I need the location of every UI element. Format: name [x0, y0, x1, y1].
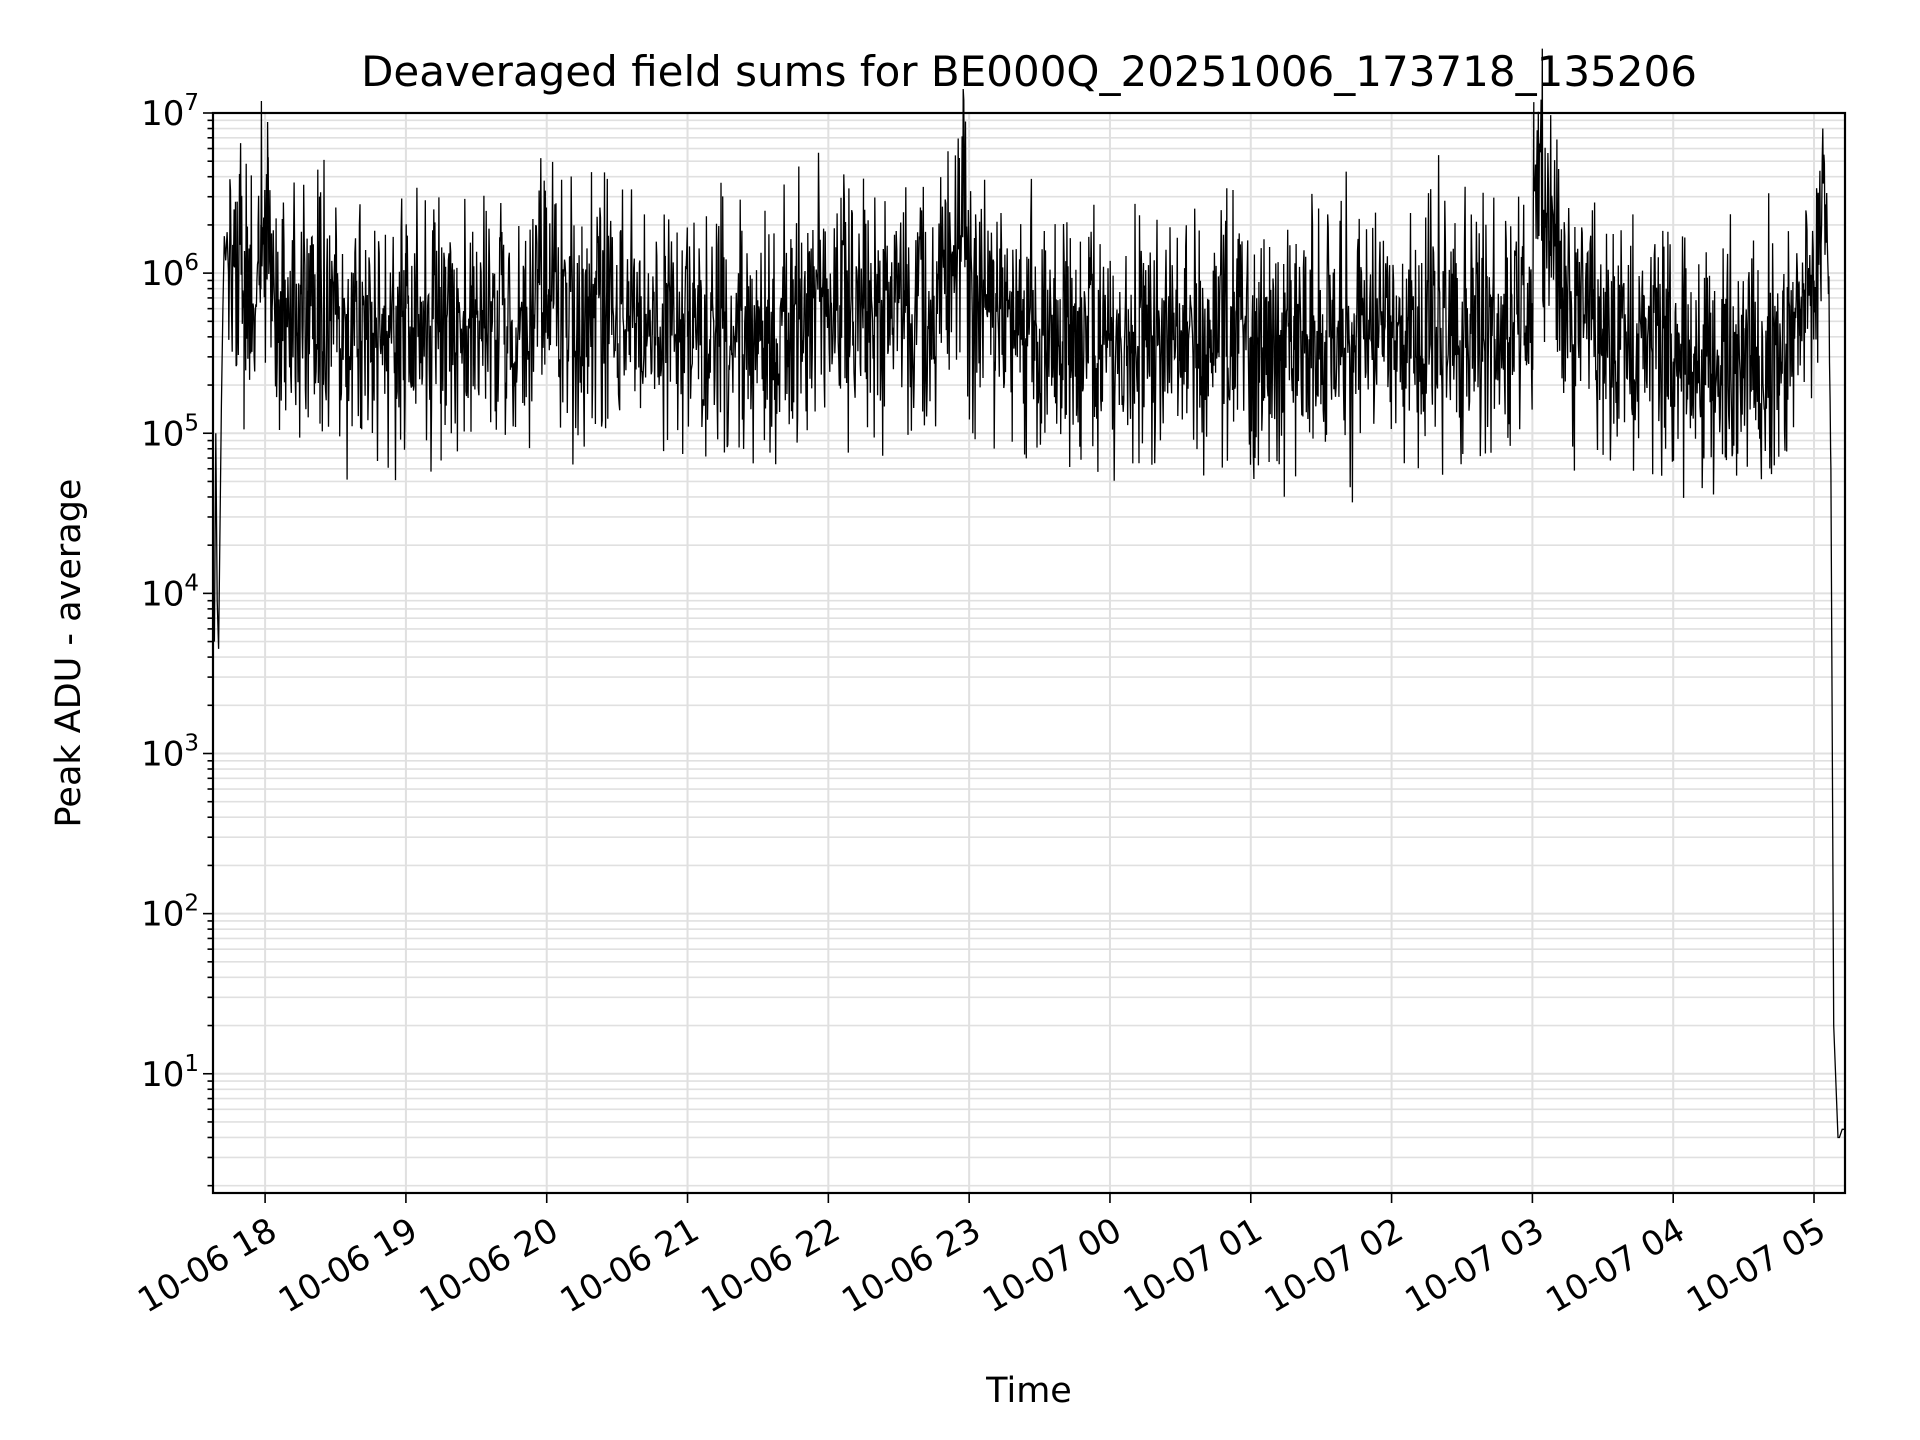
- y-axis-label: Peak ADU - average: [49, 479, 89, 828]
- x-tick-label: 10-07 02: [1258, 1210, 1410, 1321]
- x-tick-label: 10-06 18: [131, 1210, 283, 1321]
- y-tick-label: 101: [141, 1051, 199, 1095]
- x-tick-label: 10-07 04: [1539, 1210, 1691, 1321]
- x-tick-label: 10-07 05: [1680, 1210, 1832, 1321]
- series-layer: [212, 48, 1845, 1139]
- x-tick-label: 10-06 19: [272, 1210, 424, 1321]
- series-line: [212, 48, 1845, 1139]
- y-tick-label: 102: [141, 891, 199, 935]
- x-tick-label: 10-06 23: [835, 1210, 987, 1321]
- y-tick-label: 107: [141, 90, 199, 134]
- x-tick-label: 10-07 03: [1399, 1210, 1551, 1321]
- grid: [213, 112, 1845, 1193]
- x-tick-label: 10-07 01: [1117, 1210, 1269, 1321]
- x-tick-label: 10-06 22: [694, 1210, 846, 1321]
- plot-frame: [211, 111, 1847, 1195]
- y-tick-label: 106: [141, 250, 199, 294]
- x-tick-label: 10-06 20: [413, 1210, 565, 1321]
- y-tick-label: 105: [141, 410, 199, 454]
- chart-title: Deaveraged field sums for BE000Q_2025100…: [361, 47, 1697, 96]
- x-axis-label: Time: [985, 1371, 1072, 1411]
- y-tick-label: 104: [141, 570, 199, 614]
- x-tick-label: 10-07 00: [976, 1210, 1128, 1321]
- y-tick-label: 103: [141, 731, 199, 775]
- x-tick-label: 10-06 21: [554, 1210, 706, 1321]
